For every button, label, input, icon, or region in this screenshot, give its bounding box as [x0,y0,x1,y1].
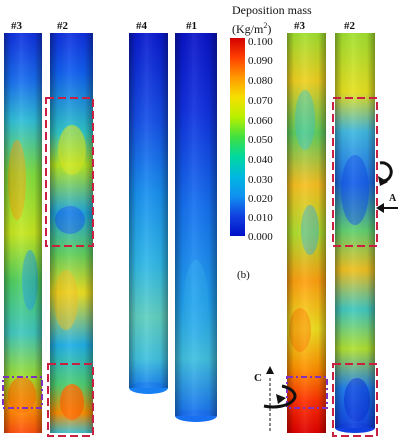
rotation-arrow-c-icon [263,366,297,432]
highlight-box-purple-right [286,376,328,409]
tube-label-left-1: #1 [186,20,197,32]
legend-tick: 0.080 [248,75,273,87]
legend-tick: 0.000 [248,231,273,243]
subfigure-label: (b) [237,269,250,281]
flow-arrow-a-icon [376,203,398,213]
tube-left-1 [175,33,217,422]
rotation-arrow-icon [378,161,393,186]
legend-tick: 0.090 [248,55,273,67]
legend-tick: 0.020 [248,193,273,205]
arrow-label-a: A [389,193,397,204]
legend-tick: 0.060 [248,115,273,127]
legend-tick: 0.100 [248,36,273,48]
tube-right-2 [335,33,375,433]
legend-unit-suffix: ) [267,22,272,36]
tube-label-right-2: #2 [344,20,355,32]
tube-left-3 [4,33,42,433]
highlight-box-lower-right [332,363,378,437]
legend-unit-sup: 2 [263,21,268,30]
legend-title-main: Deposition mass [232,3,312,17]
legend-tick: 0.010 [248,212,273,224]
highlight-box-purple-left [2,376,43,409]
tube-label-left-3: #3 [11,20,22,32]
legend-tick: 0.070 [248,95,273,107]
legend-title-unit: (Kg/m2) [232,18,312,37]
tube-label-left-4: #4 [136,20,147,32]
highlight-box-lower-left [47,363,94,437]
tube-right-3 [287,33,326,433]
tube-label-right-3: #3 [294,20,305,32]
legend-tick: 0.050 [248,134,273,146]
colorbar [230,38,245,236]
legend-tick: 0.040 [248,154,273,166]
legend-unit-prefix: (Kg/m [232,22,264,36]
legend-title: Deposition mass (Kg/m2) [232,3,312,37]
tube-left-2 [50,33,93,433]
highlight-box-upper-left [45,97,94,247]
tube-left-4 [129,33,168,394]
tube-label-left-2: #2 [57,20,68,32]
arrow-label-c: C [254,372,262,384]
legend-tick: 0.030 [248,174,273,186]
